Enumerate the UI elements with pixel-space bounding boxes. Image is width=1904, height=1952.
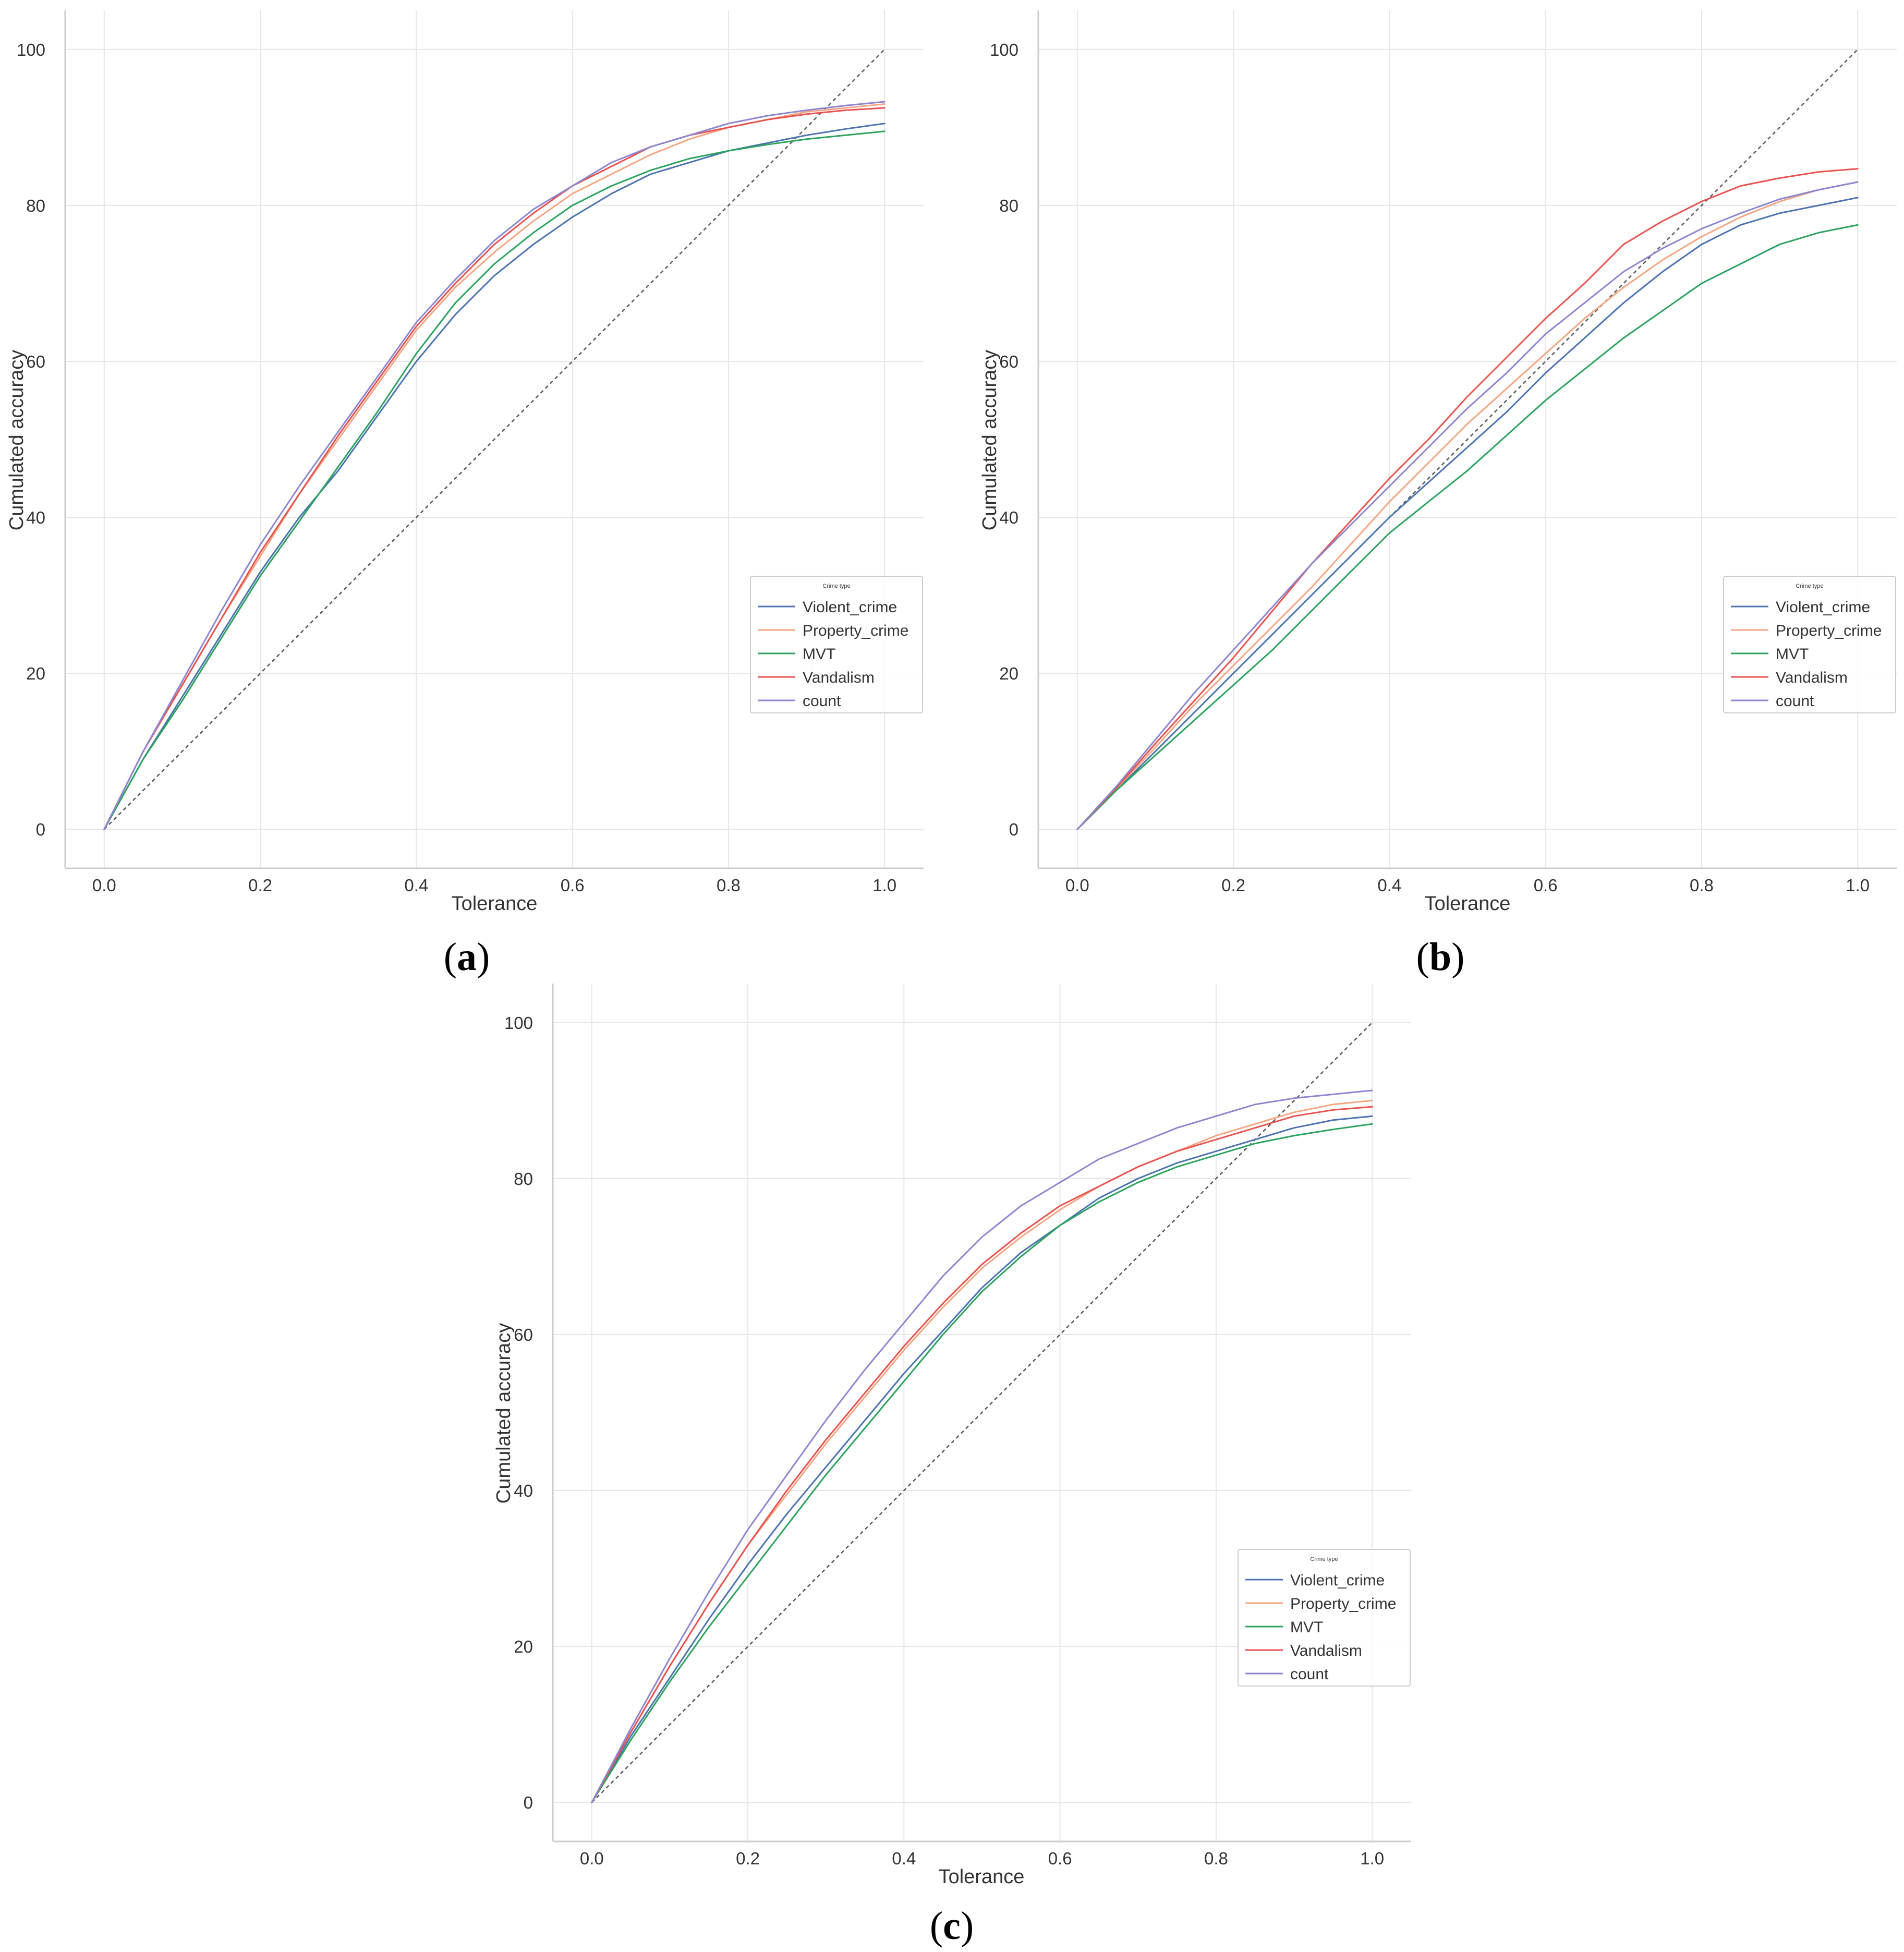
x-tick-label: 0.4 (892, 1849, 916, 1868)
panel-caption-a: (a) (444, 935, 490, 979)
y-tick-label: 100 (504, 1013, 533, 1033)
x-tick-label: 0.8 (1690, 876, 1714, 895)
x-tick-label: 1.0 (1360, 1849, 1384, 1868)
y-axis-title: Cumulated accuracy (493, 1323, 515, 1504)
caption-letter-a: a (457, 935, 477, 979)
legend-label: Property_crime (1290, 1595, 1396, 1612)
legend-label: count (1290, 1666, 1329, 1683)
legend-box (750, 576, 923, 713)
legend-title: Crime type (1796, 583, 1823, 589)
legend-label: MVT (1776, 646, 1809, 663)
legend-label: Property_crime (803, 622, 908, 639)
x-tick-label: 1.0 (872, 876, 896, 895)
x-tick-label: 0.6 (561, 876, 585, 895)
legend: Crime type Violent_crime Property_crime MVT… (1723, 576, 1896, 713)
y-tick-label: 20 (26, 664, 45, 683)
series-line-vandalism (1076, 168, 1859, 830)
y-tick-label: 60 (26, 352, 45, 371)
x-tick-label: 0.2 (1221, 876, 1245, 895)
y-tick-label: 0 (524, 1793, 533, 1812)
x-tick-label: 0.2 (248, 876, 272, 895)
series-line-count (591, 1089, 1373, 1803)
series-line-vandalism (591, 1106, 1373, 1803)
x-tick-label: 0.6 (1534, 876, 1558, 895)
legend-label: Vandalism (1776, 669, 1848, 686)
legend-box (1238, 1549, 1411, 1687)
plot-area-c: 0.0 0.2 0.4 0.6 0.8 1.0 0 20 40 60 80 100 Crime type… (504, 984, 1411, 1868)
series-line-count (103, 101, 886, 830)
y-axis-title: Cumulated accuracy (6, 350, 28, 530)
plot-area-a: 0.0 0.2 0.4 0.6 0.8 1.0 0 20 40 60 80 100 Crime type… (17, 10, 924, 895)
y-tick-label: 40 (514, 1481, 533, 1500)
y-tick-label: 80 (999, 196, 1018, 215)
x-tick-label: 0.0 (1065, 876, 1089, 895)
series-line-mvt (1076, 224, 1859, 830)
series-line-violent-crime (591, 1115, 1373, 1803)
x-axis-title: Tolerance (939, 1866, 1025, 1888)
legend-label: Violent_crime (1290, 1572, 1385, 1589)
x-tick-label: 1.0 (1846, 876, 1870, 895)
panel-a: 0.0 0.2 0.4 0.6 0.8 1.0 0 20 40 60 80 100 Crime type… (6, 10, 924, 979)
x-tick-label: 0.2 (736, 1849, 760, 1868)
legend-box (1723, 576, 1896, 713)
series-line-violent-crime (103, 123, 886, 830)
legend-title: Crime type (1310, 1556, 1338, 1562)
x-tick-label: 0.4 (1377, 876, 1401, 895)
legend-label: count (1776, 693, 1814, 710)
x-tick-label: 0.0 (92, 876, 116, 895)
plot-area-b: 0.0 0.2 0.4 0.6 0.8 1.0 0 20 40 60 80 100 Crime type… (990, 10, 1897, 895)
y-tick-label: 20 (999, 664, 1018, 683)
caption-letter-c: c (943, 1904, 961, 1948)
series-line-property-crime (1076, 181, 1859, 830)
x-tick-label: 0.6 (1048, 1849, 1072, 1868)
legend: Crime type Violent_crime Property_crime MVT… (750, 576, 923, 713)
legend-label: MVT (1290, 1619, 1323, 1636)
y-tick-label: 60 (999, 352, 1018, 371)
x-tick-label: 0.0 (580, 1849, 604, 1868)
panel-b: 0.0 0.2 0.4 0.6 0.8 1.0 0 20 40 60 80 100 Crime type… (979, 10, 1897, 979)
y-tick-label: 80 (514, 1169, 533, 1189)
legend-label: Violent_crime (1776, 599, 1870, 616)
reference-diagonal-line (103, 49, 886, 830)
series-line-count (1076, 181, 1859, 830)
series-line-violent-crime (1076, 197, 1859, 830)
y-tick-label: 60 (514, 1325, 533, 1344)
reference-diagonal-line (591, 1022, 1373, 1803)
y-tick-label: 80 (26, 196, 45, 215)
panel-c: 0.0 0.2 0.4 0.6 0.8 1.0 0 20 40 60 80 100 Crime type… (493, 984, 1411, 1948)
x-axis-title: Tolerance (1425, 893, 1511, 915)
x-tick-label: 0.4 (404, 876, 428, 895)
y-tick-label: 40 (999, 508, 1018, 527)
x-tick-label: 0.8 (1204, 1849, 1228, 1868)
legend-label: Violent_crime (803, 599, 897, 616)
y-tick-label: 40 (26, 508, 45, 527)
series-line-vandalism (103, 107, 886, 830)
legend-title: Crime type (822, 583, 850, 589)
y-axis-title: Cumulated accuracy (979, 350, 1001, 530)
legend-label: Vandalism (1290, 1642, 1362, 1659)
series-line-mvt (591, 1123, 1373, 1803)
series-line-mvt (103, 130, 886, 830)
y-tick-label: 20 (514, 1637, 533, 1656)
y-tick-label: 100 (990, 40, 1018, 59)
legend: Crime type Violent_crime Property_crime MVT… (1238, 1549, 1411, 1687)
x-axis-title: Tolerance (452, 893, 538, 915)
panel-caption-c: (c) (930, 1904, 974, 1948)
legend-label: Property_crime (1776, 622, 1882, 639)
x-tick-label: 0.8 (717, 876, 741, 895)
caption-letter-b: b (1429, 935, 1451, 979)
legend-label: Vandalism (803, 669, 875, 686)
legend-label: MVT (803, 646, 835, 663)
panel-caption-b: (b) (1416, 935, 1465, 979)
y-tick-label: 0 (1009, 820, 1018, 839)
y-tick-label: 100 (17, 40, 45, 59)
y-tick-label: 0 (36, 820, 45, 839)
legend-label: count (803, 693, 841, 710)
